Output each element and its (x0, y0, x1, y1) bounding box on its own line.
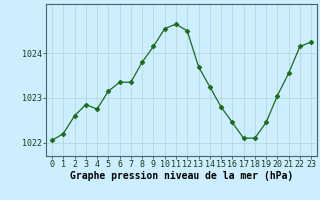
X-axis label: Graphe pression niveau de la mer (hPa): Graphe pression niveau de la mer (hPa) (70, 171, 293, 181)
